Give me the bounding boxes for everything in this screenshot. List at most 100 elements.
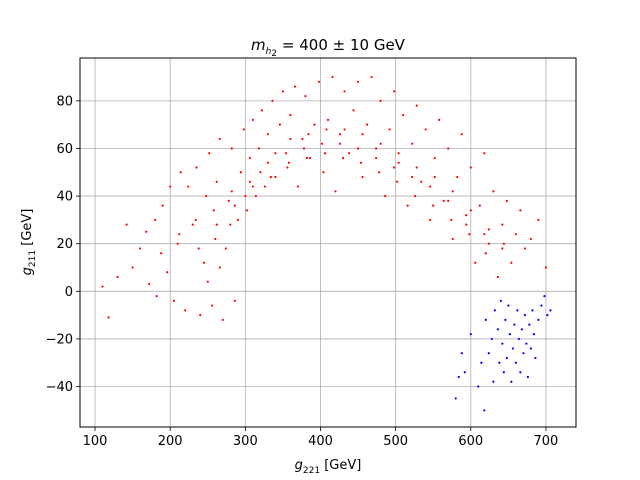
blue-point	[532, 333, 536, 336]
red-point	[178, 233, 181, 236]
y-tick-label: −40	[46, 380, 73, 395]
blue-point	[501, 342, 504, 345]
red-point	[519, 209, 522, 212]
red-point	[244, 194, 247, 198]
red-point	[411, 175, 414, 179]
red-point	[302, 147, 306, 150]
blue-point	[531, 309, 534, 312]
red-point	[187, 185, 190, 188]
red-point	[194, 218, 197, 221]
blue-point	[528, 323, 531, 326]
red-point	[529, 237, 533, 241]
blue-point	[484, 318, 487, 321]
red-point	[248, 156, 251, 160]
red-point	[414, 194, 417, 198]
red-point	[433, 156, 436, 160]
red-point	[338, 142, 342, 145]
red-point	[397, 161, 400, 164]
red-point	[286, 166, 289, 169]
red-point	[293, 85, 297, 88]
red-point	[317, 80, 321, 83]
red-point	[331, 75, 334, 79]
red-point	[447, 199, 450, 202]
red-point	[544, 266, 548, 269]
red-point	[221, 318, 224, 321]
blue-point	[507, 304, 510, 307]
red-point	[230, 147, 233, 150]
red-point	[370, 75, 373, 79]
red-point	[205, 194, 208, 198]
red-point	[245, 209, 248, 212]
red-point	[460, 133, 463, 136]
red-point	[179, 171, 182, 174]
red-point	[242, 128, 245, 131]
y-tick-label: 60	[56, 142, 73, 157]
red-point	[215, 180, 218, 183]
red-point	[125, 223, 128, 226]
red-point	[322, 171, 325, 174]
red-point	[107, 316, 110, 319]
red-point	[301, 137, 304, 141]
red-point	[296, 185, 300, 188]
red-point	[323, 152, 327, 155]
red-point	[483, 233, 486, 236]
red-point	[352, 109, 355, 112]
red-point	[343, 128, 346, 131]
red-point	[211, 304, 214, 307]
blue-point	[523, 314, 526, 317]
red-point	[379, 99, 382, 102]
blue-point	[517, 337, 520, 341]
blue-point	[454, 397, 457, 400]
blue-point	[496, 328, 499, 331]
red-point	[432, 204, 435, 207]
red-point	[266, 161, 269, 164]
red-point	[197, 247, 200, 250]
blue-point	[492, 380, 495, 383]
blue-point	[511, 347, 514, 350]
blue-point	[490, 337, 493, 341]
red-point	[478, 204, 481, 207]
blue-point	[534, 356, 537, 360]
blue-point	[514, 361, 517, 364]
blue-point	[508, 333, 511, 336]
blue-point	[526, 375, 530, 379]
blue-point	[480, 361, 483, 364]
grid	[80, 58, 576, 427]
red-point	[438, 118, 441, 121]
red-point	[208, 152, 211, 155]
blue-point	[510, 380, 513, 383]
red-point	[433, 175, 436, 179]
red-point	[259, 171, 262, 174]
x-tick-label: 700	[534, 434, 559, 449]
red-point	[145, 230, 148, 233]
red-point	[227, 199, 230, 202]
red-point	[501, 247, 504, 250]
red-point	[230, 190, 233, 193]
y-tick-label: 20	[56, 237, 73, 252]
red-point	[254, 194, 257, 198]
red-point	[523, 247, 526, 250]
blue-point	[487, 352, 490, 355]
axes-frame	[79, 57, 577, 428]
red-point	[116, 275, 119, 279]
red-point	[195, 166, 198, 169]
red-point	[356, 80, 360, 83]
red-point	[365, 123, 369, 126]
red-point	[304, 94, 307, 98]
red-point	[402, 114, 405, 117]
red-point	[274, 175, 277, 179]
red-point	[236, 218, 239, 221]
x-axis-ticks: 100 200 300 400 500 600 700	[83, 427, 559, 449]
red-point	[483, 152, 486, 155]
x-tick-label: 400	[308, 434, 333, 449]
red-point	[361, 175, 364, 179]
red-point	[334, 190, 337, 193]
red-point	[496, 275, 499, 279]
red-point	[257, 147, 260, 150]
red-point	[487, 242, 490, 245]
red-point	[510, 261, 513, 264]
red-point	[325, 128, 328, 131]
red-point	[202, 261, 206, 264]
